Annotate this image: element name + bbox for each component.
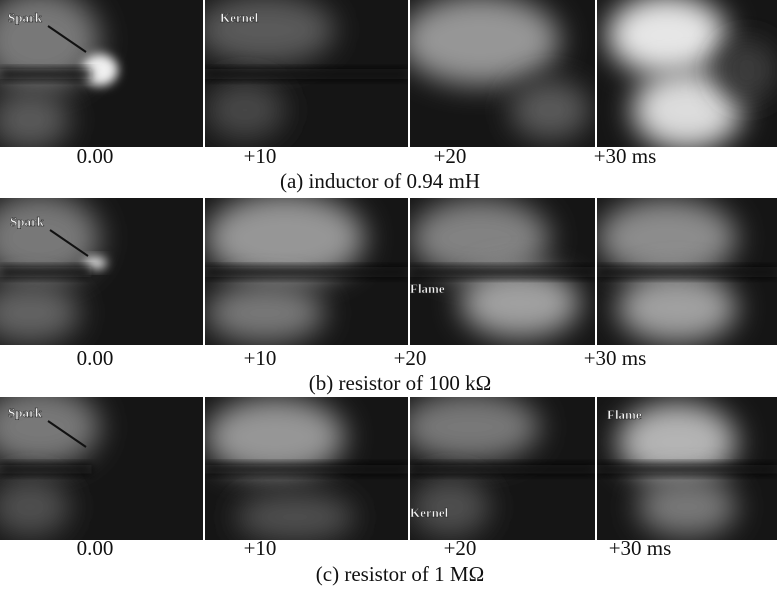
photo	[205, 0, 408, 147]
electrode	[410, 464, 595, 475]
glow	[410, 198, 550, 278]
pointer	[47, 25, 87, 53]
electrode	[205, 464, 408, 475]
time-label: +30 ms	[594, 144, 657, 168]
glow	[410, 0, 560, 85]
photo	[205, 397, 408, 540]
photo	[597, 397, 777, 540]
pointer	[47, 420, 87, 448]
time-label: +10	[244, 536, 277, 560]
photo	[0, 198, 203, 345]
photo-label: Kernel	[220, 10, 259, 25]
glow	[607, 0, 727, 75]
glow	[0, 198, 100, 283]
photo-label: Kernel	[410, 505, 449, 520]
time-label: +20	[394, 346, 427, 370]
electrode	[597, 464, 777, 475]
photo-frame	[0, 0, 203, 147]
time-label: +20	[444, 536, 477, 560]
photo	[410, 0, 595, 147]
electrode	[410, 267, 595, 278]
glow	[410, 477, 490, 537]
caption: (a) inductor of 0.94 mH	[280, 169, 480, 193]
glow	[510, 80, 590, 140]
photo-frame	[0, 397, 203, 540]
glow	[0, 283, 80, 343]
time-label: 0.00	[77, 346, 114, 370]
electrode	[205, 69, 408, 80]
glow	[205, 283, 325, 343]
photo	[410, 198, 595, 345]
time-label: +30 ms	[584, 346, 647, 370]
time-label: +10	[244, 346, 277, 370]
glow	[205, 397, 345, 477]
time-label: +10	[244, 144, 277, 168]
glow	[410, 397, 540, 462]
glow	[205, 0, 335, 65]
glow	[0, 397, 100, 467]
photo	[0, 397, 203, 540]
photo-label: Flame	[607, 407, 642, 422]
glow	[0, 0, 100, 90]
photo	[597, 0, 777, 147]
photo-frame	[597, 0, 777, 147]
electrode	[0, 69, 92, 80]
photo-label: Spark	[10, 214, 45, 229]
electrode	[597, 267, 777, 278]
glow	[637, 477, 737, 537]
photo	[205, 198, 408, 345]
photo-label: Spark	[8, 405, 43, 420]
time-label: +30 ms	[609, 536, 672, 560]
time-label: 0.00	[77, 536, 114, 560]
photo	[0, 0, 203, 147]
photo-frame	[410, 198, 595, 345]
glow	[0, 90, 70, 147]
photo-frame	[410, 0, 595, 147]
photo-frame	[205, 397, 408, 540]
glow	[205, 80, 285, 140]
photo-frame	[597, 397, 777, 540]
electrode	[205, 267, 408, 278]
caption: (b) resistor of 100 kΩ	[309, 371, 491, 395]
glow	[617, 273, 737, 343]
photo-label: Flame	[410, 281, 445, 296]
glow	[597, 198, 737, 278]
photo-label: Spark	[8, 10, 43, 25]
glow	[460, 268, 580, 338]
electrode	[0, 464, 92, 475]
time-label: 0.00	[77, 144, 114, 168]
caption: (c) resistor of 1 MΩ	[316, 562, 484, 586]
photo-frame	[0, 198, 203, 345]
photo-frame	[597, 198, 777, 345]
glow	[617, 402, 737, 482]
photo-frame	[205, 198, 408, 345]
glow	[717, 40, 777, 100]
photo-frame	[205, 0, 408, 147]
glow	[632, 70, 742, 147]
photo-frame	[410, 397, 595, 540]
glow	[83, 257, 107, 269]
photo	[410, 397, 595, 540]
glow	[205, 198, 365, 283]
pointer	[49, 229, 89, 257]
glow	[0, 477, 70, 537]
time-label: +20	[434, 144, 467, 168]
electrode	[0, 267, 92, 278]
glow	[235, 492, 355, 540]
photo	[597, 198, 777, 345]
